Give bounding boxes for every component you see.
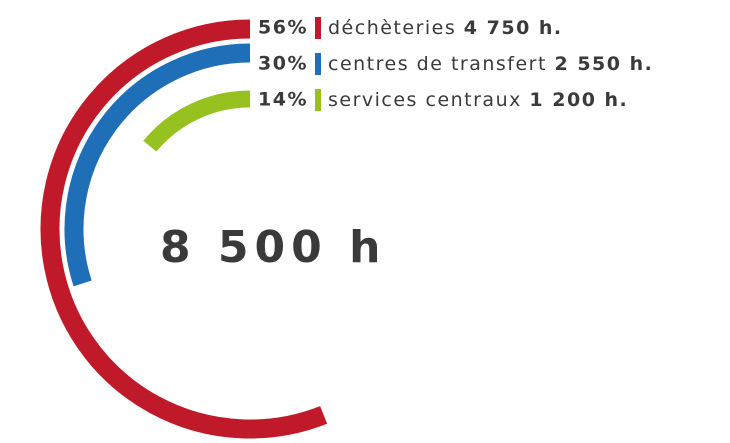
legend-swatch [315, 17, 321, 39]
legend-swatch [315, 53, 321, 75]
legend-percent: 30% [258, 53, 308, 75]
total-label: 8 500 h [160, 222, 386, 273]
legend-percent: 56% [258, 17, 308, 39]
legend-name: services centraux [328, 89, 522, 111]
legend-hours: 1 200 h. [529, 89, 628, 111]
legend-entry: déchèteries 4 750 h. [328, 17, 563, 39]
arc-bar [64, 43, 251, 287]
legend-entry: centres de transfert 2 550 h. [328, 53, 653, 75]
legend-hours: 2 550 h. [554, 53, 653, 75]
arc-bar [40, 19, 328, 439]
arc-bar [143, 90, 251, 152]
legend-entry: services centraux 1 200 h. [328, 89, 628, 111]
legend-percent: 14% [258, 89, 308, 111]
legend-name: centres de transfert [328, 53, 547, 75]
legend-swatch [315, 89, 321, 111]
legend-hours: 4 750 h. [464, 17, 563, 39]
legend-name: déchèteries [328, 17, 456, 39]
